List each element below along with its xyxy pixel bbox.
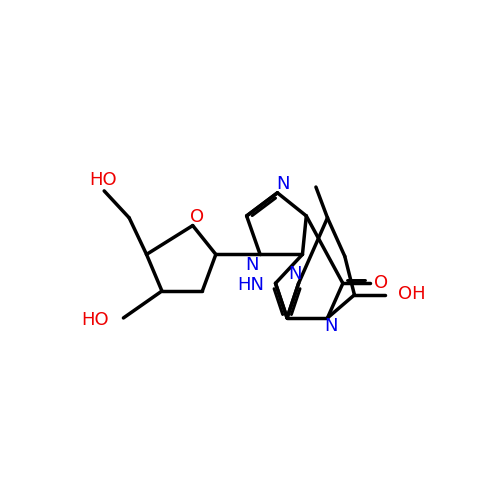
Text: O: O xyxy=(190,208,203,226)
Text: HO: HO xyxy=(90,171,117,189)
Text: N: N xyxy=(245,256,258,274)
Text: HO: HO xyxy=(81,311,109,329)
Text: N: N xyxy=(276,176,290,194)
Text: HN: HN xyxy=(238,276,264,294)
Text: N: N xyxy=(324,316,338,334)
Text: N: N xyxy=(288,264,302,282)
Text: O: O xyxy=(374,274,388,292)
Text: OH: OH xyxy=(398,285,425,303)
